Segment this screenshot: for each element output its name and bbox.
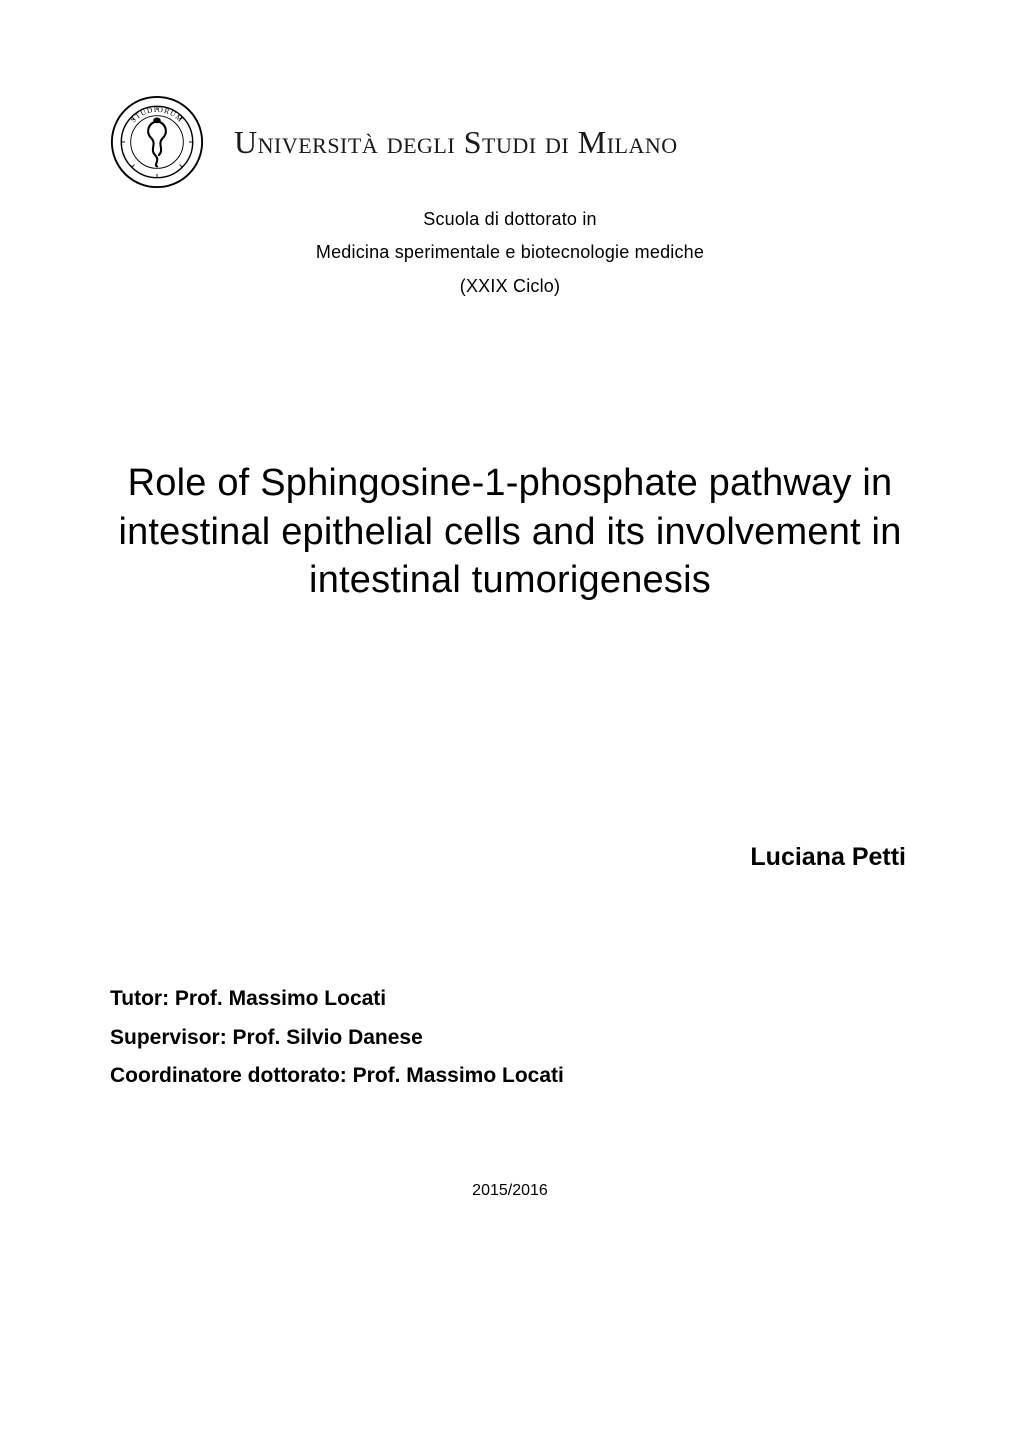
title-line-1: Role of Sphingosine-1-phosphate pathway … (110, 459, 910, 508)
thesis-title: Role of Sphingosine-1-phosphate pathway … (110, 459, 910, 605)
tutor-line: Tutor: Prof. Massimo Locati (110, 980, 910, 1019)
school-line-3: (XXIX Ciclo) (110, 270, 910, 303)
school-line-2: Medicina sperimentale e biotecnologie me… (110, 236, 910, 269)
uni-cap-m: M (578, 124, 607, 160)
title-line-2: intestinal epithelial cells and its invo… (110, 508, 910, 557)
title-page: STUDIORUM (0, 0, 1020, 1442)
title-line-3: intestinal tumorigenesis (110, 556, 910, 605)
uni-sc-1: niversità (258, 124, 379, 160)
roles-block: Tutor: Prof. Massimo Locati Supervisor: … (110, 980, 910, 1097)
header-row: STUDIORUM (110, 95, 910, 189)
coordinator-label: Coordinatore dottorato: (110, 1064, 353, 1087)
academic-year: 2015/2016 (110, 1182, 910, 1200)
supervisor-line: Supervisor: Prof. Silvio Danese (110, 1019, 910, 1058)
supervisor-label: Supervisor: (110, 1026, 233, 1049)
seal-icon: STUDIORUM (110, 95, 204, 189)
uni-sc-3: ilano (607, 124, 678, 160)
coordinator-name: Prof. Massimo Locati (353, 1064, 564, 1087)
coordinator-line: Coordinatore dottorato: Prof. Massimo Lo… (110, 1057, 910, 1096)
supervisor-name: Prof. Silvio Danese (233, 1026, 423, 1049)
uni-sc-degli: degli (378, 124, 463, 160)
uni-cap-u: U (234, 124, 258, 160)
university-name: Università degli Studi di Milano (234, 124, 678, 161)
school-block: Scuola di dottorato in Medicina sperimen… (110, 203, 910, 303)
author-name: Luciana Petti (110, 843, 910, 872)
tutor-label: Tutor: (110, 987, 175, 1010)
tutor-name: Prof. Massimo Locati (175, 987, 386, 1010)
uni-sc-di: di (537, 124, 578, 160)
university-seal: STUDIORUM (110, 95, 204, 189)
school-line-1: Scuola di dottorato in (110, 203, 910, 236)
uni-cap-s: S (464, 124, 482, 160)
uni-sc-2: tudi (482, 124, 537, 160)
